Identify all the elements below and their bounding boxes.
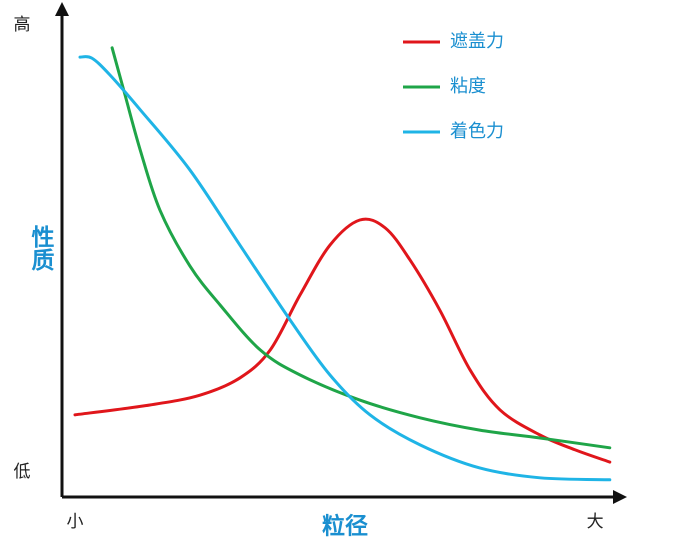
x-tick-label: 大 xyxy=(587,512,604,532)
x-axis-title: 粒径 xyxy=(322,513,368,540)
y-tick-label: 低 xyxy=(14,462,31,482)
axes xyxy=(55,2,627,504)
legend-label: 着色力 xyxy=(450,121,504,142)
x-tick-label: 小 xyxy=(66,512,83,532)
line xyxy=(73,217,612,464)
legend-label: 粘度 xyxy=(450,76,486,97)
x-arrow xyxy=(613,490,627,504)
line xyxy=(78,55,612,482)
legend-label: 遮盖力 xyxy=(450,31,504,52)
y-arrow xyxy=(55,2,69,16)
line xyxy=(110,46,612,450)
y-tick-label: 高 xyxy=(14,15,31,35)
y-axis-title: 性质 xyxy=(27,225,55,271)
